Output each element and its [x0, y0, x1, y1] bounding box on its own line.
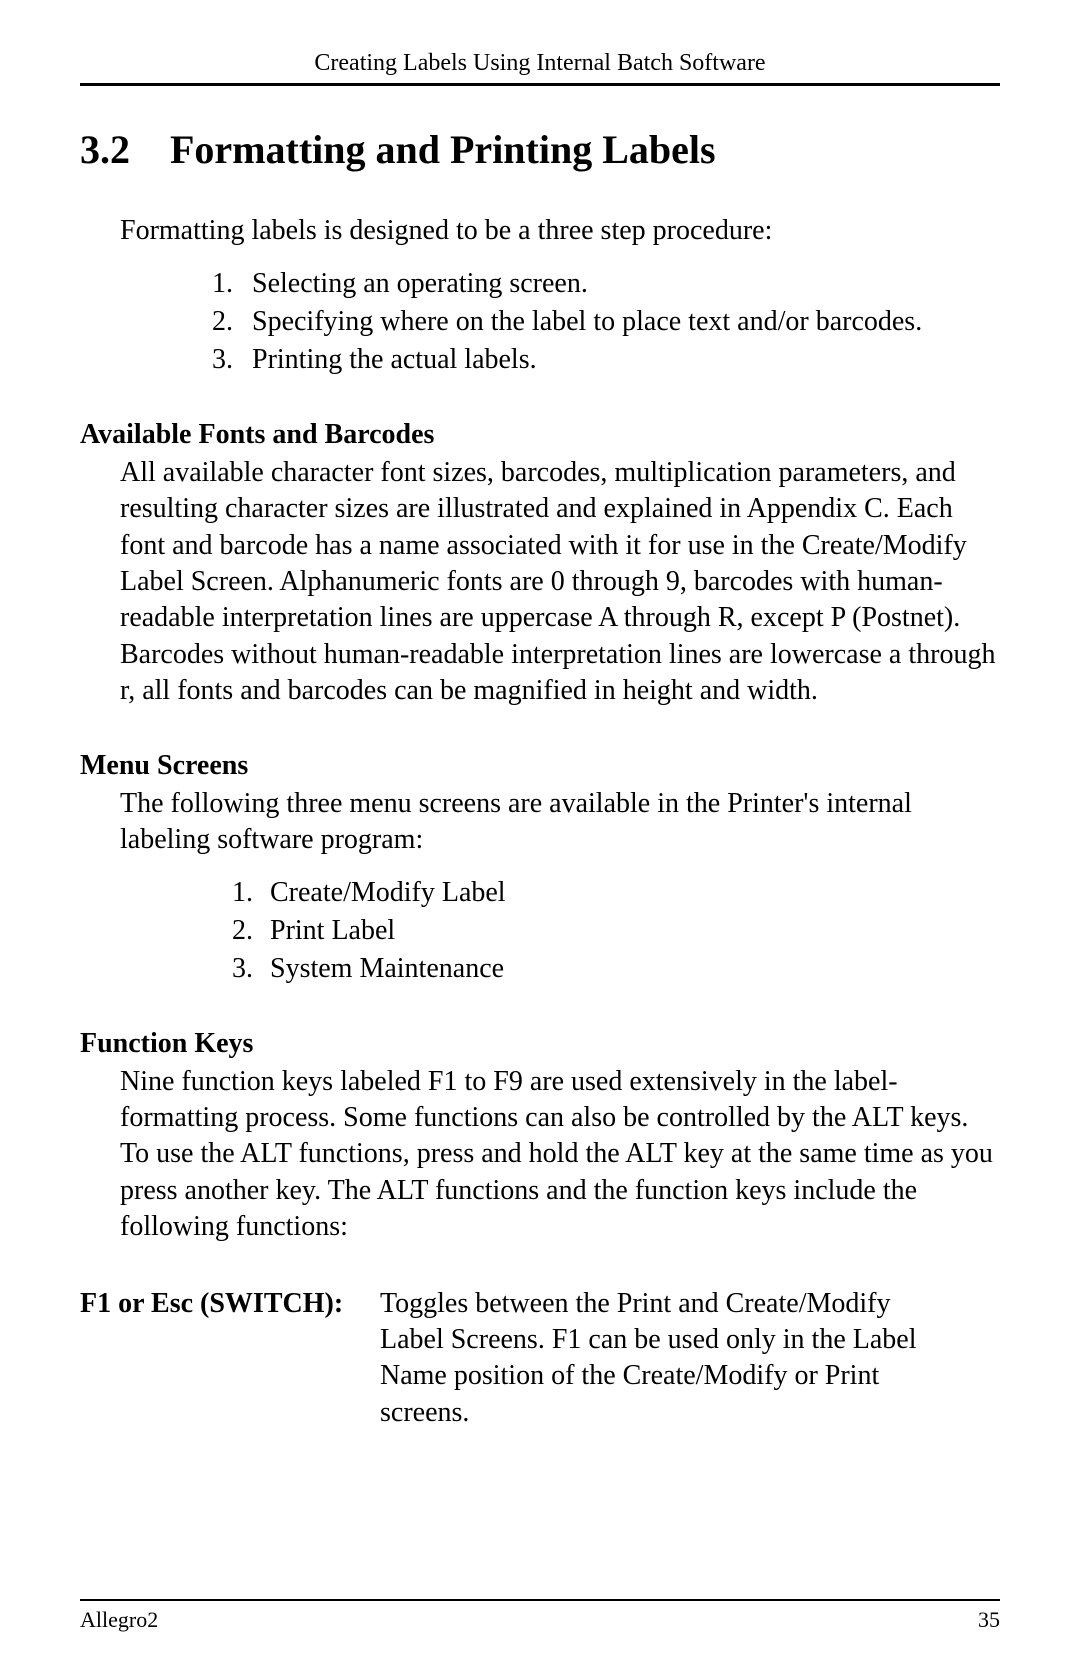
section-number: 3.2 — [80, 126, 130, 173]
list-item: System Maintenance — [260, 950, 1000, 988]
list-item: Create/Modify Label — [260, 874, 1000, 912]
section-title-text: Formatting and Printing Labels — [170, 126, 716, 173]
document-page: Creating Labels Using Internal Batch Sof… — [0, 0, 1080, 1669]
footer-page-number: 35 — [978, 1607, 1000, 1633]
function-key-entry: F1 or Esc (SWITCH): Toggles between the … — [80, 1286, 1000, 1432]
list-item: Selecting an operating screen. — [240, 265, 1000, 303]
running-head: Creating Labels Using Internal Batch Sof… — [80, 50, 1000, 86]
function-key-label: F1 or Esc (SWITCH): — [80, 1286, 380, 1432]
list-item: Print Label — [260, 912, 1000, 950]
footer-left: Allegro2 — [80, 1607, 158, 1633]
page-footer: Allegro2 35 — [80, 1599, 1000, 1633]
menus-body: The following three menu screens are ava… — [120, 786, 1000, 859]
subheading-menus: Menu Screens — [80, 750, 1000, 782]
function-keys-body: Nine function keys labeled F1 to F9 are … — [120, 1064, 1000, 1246]
list-item: Specifying where on the label to place t… — [240, 303, 1000, 341]
subheading-function-keys: Function Keys — [80, 1028, 1000, 1060]
menu-screens-list: Create/Modify Label Print Label System M… — [80, 874, 1000, 987]
fonts-body: All available character font sizes, barc… — [120, 455, 1000, 710]
subheading-fonts: Available Fonts and Barcodes — [80, 419, 1000, 451]
page-content: 3.2 Formatting and Printing Labels Forma… — [80, 86, 1000, 1599]
function-key-description: Toggles between the Print and Create/Mod… — [380, 1286, 1000, 1432]
list-item: Printing the actual labels. — [240, 341, 1000, 379]
section-intro: Formatting labels is designed to be a th… — [120, 213, 1000, 249]
section-title: 3.2 Formatting and Printing Labels — [80, 126, 1000, 173]
procedure-steps: Selecting an operating screen. Specifyin… — [80, 265, 1000, 378]
